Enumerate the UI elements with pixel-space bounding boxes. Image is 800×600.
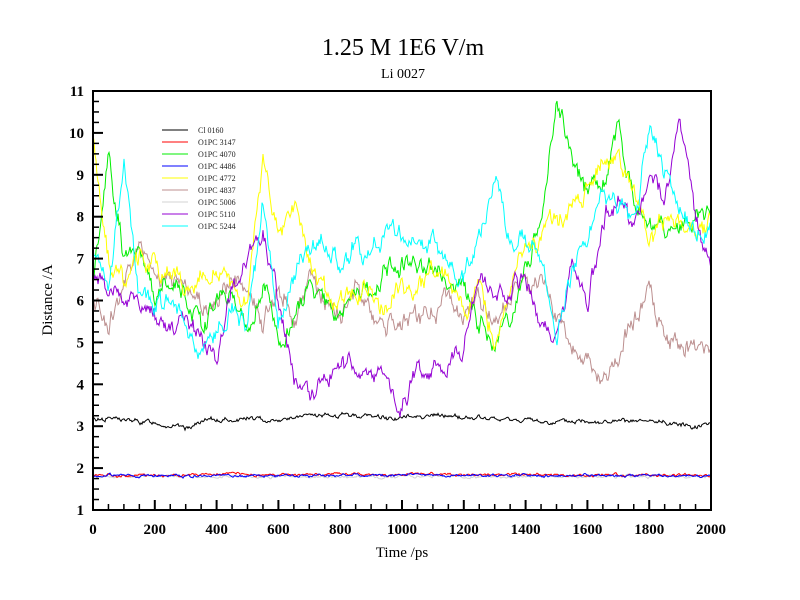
axes: 0 200 400 600 800 1000 1200 1400 1600 1800 2000 1 2 3… (69, 84, 726, 538)
series-line-o1pc-4837 (92, 240, 711, 385)
legend-label: O1PC 4772 (198, 174, 236, 183)
y-tick-label: 6 (77, 294, 85, 310)
legend-label: O1PC 5244 (198, 222, 236, 231)
y-tick-label: 10 (69, 126, 84, 142)
x-tick-label: 1600 (572, 522, 602, 538)
x-tick-label: 1200 (449, 522, 479, 538)
y-tick-label: 4 (77, 377, 85, 393)
x-tick-label: 2000 (696, 522, 726, 538)
series-line-o1pc-4486 (92, 472, 712, 479)
x-tick-label: 400 (205, 522, 228, 538)
y-tick-label: 3 (77, 419, 85, 435)
series-line-o1pc-4070 (92, 100, 712, 353)
x-tick-label: 800 (329, 522, 352, 538)
series-line-o1pc-4772 (92, 135, 712, 351)
y-tick-label: 9 (77, 168, 85, 184)
legend-label: Cl 0160 (198, 126, 224, 135)
legend: Cl 0160 O1PC 3147 O1PC 4070 O1PC 4486 O1PC 4… (162, 126, 236, 231)
y-tick-label: 11 (70, 84, 84, 100)
series-line-o1pc-5110 (92, 118, 712, 417)
chart-title: 1.25 M 1E6 V/m (322, 35, 485, 61)
plot-frame (92, 90, 712, 511)
x-tick-label: 1400 (511, 522, 541, 538)
legend-label: O1PC 4837 (198, 186, 236, 195)
y-tick-label: 5 (77, 335, 85, 351)
y-tick-label: 1 (77, 503, 85, 519)
series-line-o1pc-3147 (92, 471, 712, 479)
legend-label: O1PC 3147 (198, 138, 236, 147)
x-tick-label: 600 (267, 522, 290, 538)
legend-label: O1PC 5006 (198, 198, 236, 207)
y-tick-label: 8 (77, 210, 85, 226)
series-layer (92, 100, 712, 480)
legend-label: O1PC 4070 (198, 150, 236, 159)
x-axis-label: Time /ps (376, 545, 429, 561)
chart-subtitle: Li 0027 (381, 67, 425, 82)
y-tick-label: 7 (77, 252, 85, 268)
series-line-cl-0160 (92, 411, 712, 432)
y-tick-label: 2 (77, 461, 85, 477)
x-tick-label: 200 (144, 522, 167, 538)
legend-label: O1PC 4486 (198, 162, 236, 171)
series-line-o1pc-5244 (92, 124, 712, 359)
legend-label: O1PC 5110 (198, 210, 235, 219)
x-tick-label: 1000 (387, 522, 417, 538)
y-axis-label: Distance /A (40, 264, 56, 335)
x-tick-label: 1800 (634, 522, 664, 538)
x-tick-label: 0 (89, 522, 97, 538)
